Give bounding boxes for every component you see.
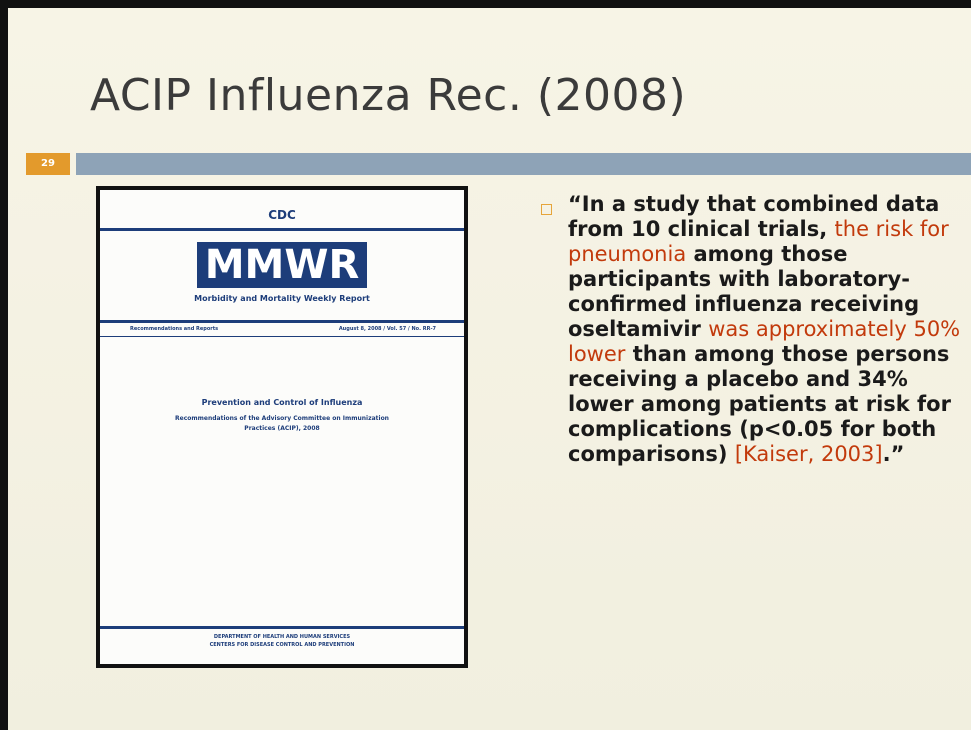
cover-issue: August 8, 2008 / Vol. 57 / No. RR-7 <box>280 326 436 332</box>
header-bar <box>76 153 971 175</box>
quote: “In a study that combined data from 10 c… <box>568 192 963 467</box>
bullet <box>541 204 552 215</box>
agency-logo: CDC <box>100 208 464 222</box>
cover-subheading: Recommendations of the Advisory Committe… <box>170 414 394 434</box>
rule <box>100 228 464 231</box>
cover-footer: Department of Health and Human Services <box>100 634 464 640</box>
highlighted-text: [Kaiser, 2003] <box>735 442 883 466</box>
cover-heading: Prevention and Control of Influenza <box>100 398 464 407</box>
cover-subtitle: Morbidity and Mortality Weekly Report <box>100 294 464 303</box>
slide: ACIP Influenza Rec. (2008) 29 CDC MMWR M… <box>0 0 971 730</box>
masthead: MMWR <box>197 242 367 288</box>
rule <box>100 320 464 323</box>
rule <box>100 626 464 629</box>
cover-series: Recommendations and Reports <box>130 326 280 332</box>
slide-title: ACIP Influenza Rec. (2008) <box>90 70 686 121</box>
report-cover: CDC MMWR Morbidity and Mortality Weekly … <box>96 186 468 668</box>
slide-number: 29 <box>26 153 70 175</box>
page: ACIP Influenza Rec. (2008) 29 CDC MMWR M… <box>0 0 979 738</box>
quote-text: .” <box>883 442 905 466</box>
cover-footer: Centers for Disease Control and Preventi… <box>100 642 464 648</box>
rule <box>100 336 464 337</box>
